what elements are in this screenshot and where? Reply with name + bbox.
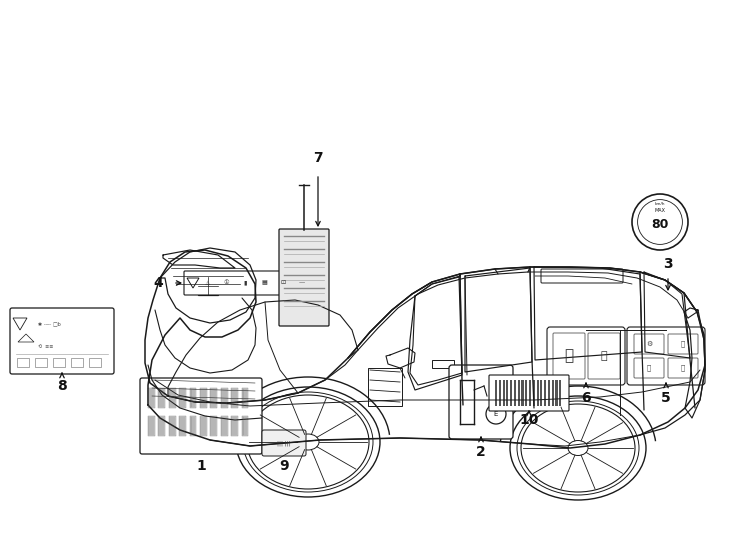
- Bar: [221, 416, 228, 436]
- Text: 4: 4: [153, 276, 163, 290]
- Text: ▮: ▮: [243, 280, 247, 286]
- Bar: [503, 380, 505, 406]
- Text: 3: 3: [664, 257, 673, 271]
- Bar: [514, 380, 516, 406]
- Bar: [159, 388, 165, 408]
- Text: 🔧: 🔧: [681, 341, 685, 347]
- Text: ①: ①: [223, 280, 229, 286]
- Bar: [529, 380, 531, 406]
- Bar: [231, 416, 238, 436]
- FancyBboxPatch shape: [10, 308, 114, 374]
- Bar: [517, 380, 520, 406]
- Text: 7: 7: [313, 151, 323, 165]
- Text: km/h: km/h: [655, 202, 665, 206]
- Text: 🔩: 🔩: [647, 364, 651, 372]
- Bar: [510, 380, 512, 406]
- Bar: [53, 358, 65, 367]
- Bar: [179, 416, 186, 436]
- Text: 5: 5: [661, 391, 671, 405]
- Bar: [148, 388, 155, 408]
- Text: 8: 8: [57, 379, 67, 393]
- Bar: [432, 360, 454, 368]
- Text: 10: 10: [520, 413, 539, 427]
- Bar: [506, 380, 509, 406]
- Bar: [241, 416, 248, 436]
- Bar: [211, 388, 217, 408]
- Bar: [17, 358, 29, 367]
- Bar: [537, 380, 539, 406]
- Text: ⛽: ⛽: [681, 364, 685, 372]
- Bar: [533, 380, 535, 406]
- Bar: [189, 388, 197, 408]
- Text: —: —: [299, 280, 305, 286]
- Text: 1: 1: [196, 459, 206, 473]
- Bar: [241, 388, 248, 408]
- Bar: [556, 380, 558, 406]
- FancyBboxPatch shape: [279, 229, 329, 326]
- Text: ⛽: ⛽: [564, 348, 573, 363]
- FancyBboxPatch shape: [184, 271, 326, 295]
- FancyBboxPatch shape: [489, 375, 569, 411]
- Bar: [231, 388, 238, 408]
- Bar: [179, 388, 186, 408]
- FancyBboxPatch shape: [262, 430, 306, 456]
- Bar: [169, 388, 175, 408]
- Text: ✱ ·—· □b: ✱ ·—· □b: [38, 321, 61, 327]
- Circle shape: [632, 194, 688, 250]
- FancyBboxPatch shape: [449, 365, 513, 439]
- Text: ⚙: ⚙: [646, 341, 652, 347]
- Bar: [540, 380, 542, 406]
- Text: E: E: [494, 411, 498, 417]
- Bar: [495, 380, 497, 406]
- Bar: [544, 380, 546, 406]
- Bar: [169, 416, 175, 436]
- Text: 80: 80: [651, 218, 669, 231]
- Text: MAX: MAX: [655, 207, 666, 213]
- Text: 2: 2: [476, 445, 486, 459]
- Text: 9: 9: [279, 459, 288, 473]
- Text: ▦: ▦: [261, 280, 267, 286]
- Text: ⚠: ⚠: [204, 280, 210, 286]
- Bar: [552, 380, 553, 406]
- Bar: [211, 416, 217, 436]
- Bar: [189, 416, 197, 436]
- Bar: [89, 358, 101, 367]
- Bar: [521, 380, 523, 406]
- FancyBboxPatch shape: [140, 378, 262, 454]
- Bar: [548, 358, 568, 365]
- Text: ||| |||: ||| |||: [277, 440, 291, 445]
- Text: 📗: 📗: [600, 351, 607, 361]
- Bar: [200, 388, 207, 408]
- Bar: [200, 416, 207, 436]
- Bar: [159, 416, 165, 436]
- Bar: [526, 380, 527, 406]
- FancyBboxPatch shape: [627, 327, 705, 385]
- Text: ⊡: ⊡: [280, 280, 286, 286]
- Bar: [499, 380, 501, 406]
- Bar: [559, 380, 562, 406]
- Bar: [548, 380, 550, 406]
- Text: ⟲  ≡≡: ⟲ ≡≡: [38, 343, 54, 348]
- Text: 6: 6: [581, 391, 591, 405]
- FancyBboxPatch shape: [547, 327, 625, 385]
- Bar: [221, 388, 228, 408]
- Bar: [71, 358, 83, 367]
- Bar: [35, 358, 47, 367]
- Bar: [148, 416, 155, 436]
